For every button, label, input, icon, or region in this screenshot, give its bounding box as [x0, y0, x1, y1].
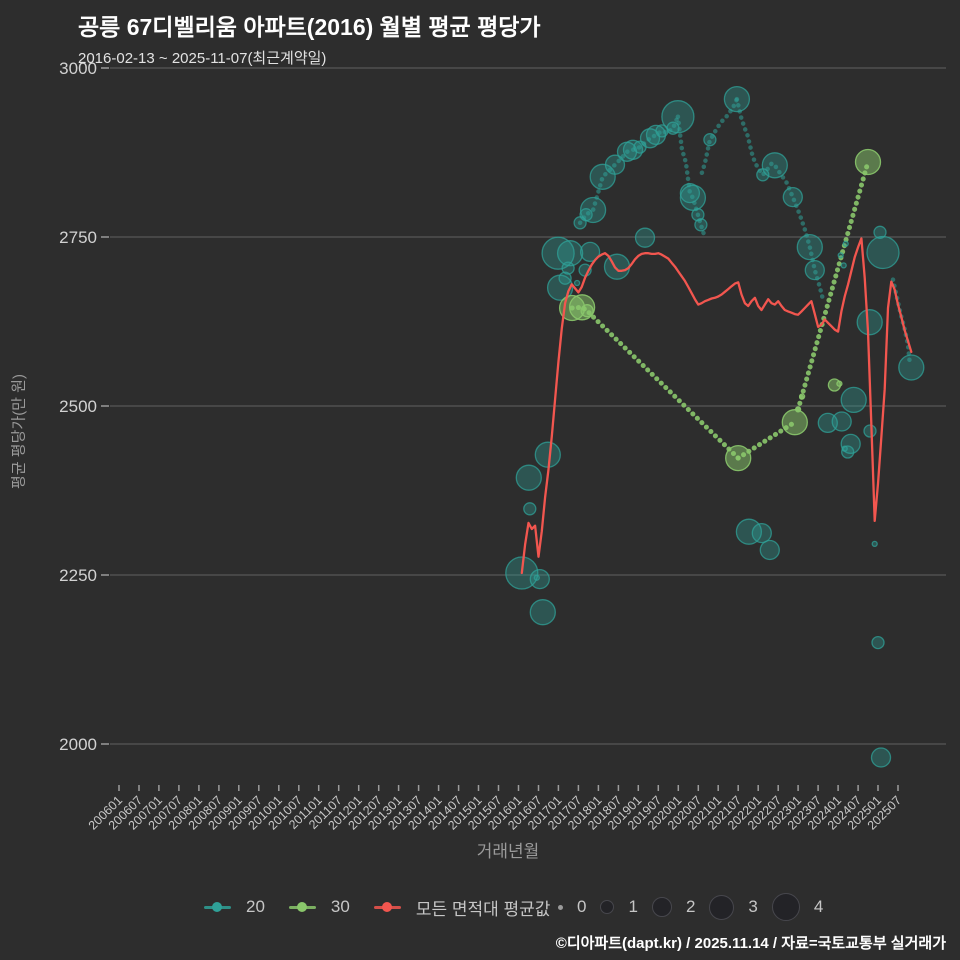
y-axis-tick-label: 2500	[59, 397, 97, 416]
size-dot-2-icon	[651, 897, 672, 917]
series-20-bubble	[603, 253, 631, 280]
legend-series-group: 20 30 모든 면적대 평균값	[204, 891, 550, 923]
series-20-bubble	[604, 154, 626, 175]
series-20-bubble	[840, 262, 847, 269]
legend-label-20: 20	[246, 897, 265, 916]
legend-marker-30-icon	[288, 902, 316, 913]
series-20-bubble	[679, 184, 707, 211]
series-20-bubble	[842, 240, 849, 247]
series-20-bubble	[661, 100, 695, 134]
size-label-0: 0	[577, 897, 587, 916]
series-20-bubble	[639, 128, 661, 149]
series-20-bubble	[523, 502, 537, 516]
series-20-bubble	[870, 747, 892, 768]
size-label-1: 1	[628, 897, 638, 916]
series-20-bubble	[556, 240, 584, 267]
legend: 20 30 모든 면적대 평균값 0 1 2	[0, 891, 960, 923]
series-20-chain	[675, 114, 707, 237]
size-legend-item: 1	[600, 897, 638, 917]
y-axis-tick-label: 2750	[59, 228, 97, 247]
series-30-chain	[795, 159, 871, 412]
footer-credit: ©디아파트(dapt.kr) / 2025.11.14 / 자료=국토교통부 실…	[555, 935, 946, 952]
size-label-2: 2	[685, 897, 696, 916]
series-30-bubble	[781, 409, 808, 436]
series-30-bubble	[836, 380, 843, 387]
y-axis-tick-label: 2000	[59, 735, 97, 754]
series-30-bubble	[725, 444, 752, 472]
size-legend-item: 3	[709, 894, 758, 920]
x-axis-title: 거래년월	[476, 842, 540, 861]
series-20-bubble	[898, 354, 925, 381]
series-20-bubble	[579, 196, 607, 224]
series-20-bubble	[759, 539, 780, 561]
size-dot-0-icon	[558, 904, 563, 910]
series-30-bubble	[798, 393, 806, 400]
series-20-bubble	[589, 163, 616, 190]
series-20-bubble	[691, 208, 705, 222]
series-20-bubble	[579, 241, 601, 263]
series-20-bubble	[645, 124, 667, 146]
legend-label-avg: 모든 면적대 평균값	[415, 899, 551, 919]
series-20-bubble	[533, 574, 540, 581]
series-20-bubble	[796, 233, 823, 261]
size-legend-item: 4	[771, 893, 824, 921]
series-20-bubble	[703, 133, 717, 147]
y-axis-tick-label: 3000	[59, 59, 97, 78]
series-20-bubble	[529, 599, 556, 626]
series-20-bubble	[837, 252, 844, 259]
series-20-bubble	[694, 218, 708, 232]
legend-item-20[interactable]: 20	[204, 897, 265, 917]
series-20-bubble	[840, 433, 861, 455]
series-20-chain	[734, 96, 826, 304]
series-20-bubble	[871, 635, 885, 650]
legend-item-avg[interactable]: 모든 면적대 평균값	[373, 895, 551, 920]
series-30-bubble	[794, 406, 802, 413]
series-20-bubble	[840, 386, 867, 414]
chart-subtitle: 2016-02-13 ~ 2025-11-07(최근계약일)	[78, 50, 327, 67]
y-axis-tick-label: 2250	[59, 566, 97, 585]
series-20-bubble	[622, 139, 644, 160]
series-20-bubble	[863, 424, 877, 438]
series-30-bubble	[580, 304, 594, 318]
legend-marker-avg-icon	[373, 902, 401, 913]
size-legend-item: 2	[651, 897, 696, 917]
title-block: 공릉 67디벨리움 아파트(2016) 월별 평균 평당가 2016-02-13…	[78, 8, 541, 68]
size-legend-item: 0	[558, 897, 586, 917]
y-axis-title: 평균 평당가(만 원)	[10, 374, 28, 489]
legend-size-group: 0 1 2 3 4	[558, 891, 823, 923]
size-dot-1-icon	[600, 900, 615, 914]
series-20-bubble	[873, 225, 887, 239]
series-20-bubble	[634, 227, 656, 248]
size-dot-3-icon	[709, 894, 735, 920]
series-20-bubble	[866, 235, 900, 270]
series-30-bubble	[854, 148, 882, 176]
series-20-bubble	[534, 441, 561, 468]
series-20-bubble	[558, 271, 572, 285]
size-dot-4-icon	[771, 893, 800, 921]
size-label-4: 4	[813, 897, 824, 916]
legend-item-30[interactable]: 30	[288, 897, 350, 917]
series-20-bubble	[841, 445, 855, 459]
series-20-bubble	[782, 186, 803, 208]
series-20-bubble	[529, 568, 550, 590]
series-avg-line	[520, 237, 913, 575]
series-20-bubble	[831, 411, 852, 432]
series-20-bubble	[804, 259, 825, 281]
series-20-bubble	[751, 522, 772, 544]
size-label-3: 3	[748, 897, 758, 916]
series-20-bubble	[723, 85, 751, 113]
legend-label-30: 30	[330, 897, 350, 916]
series-20-bubble	[871, 540, 878, 548]
series-20-bubble	[573, 279, 581, 287]
series-20-bubble	[515, 464, 542, 491]
series-20-bubble	[761, 152, 788, 179]
series-20-bubble	[856, 309, 883, 336]
series-30-chain	[569, 304, 741, 461]
legend-marker-20-icon	[204, 902, 231, 913]
chart-title: 공릉 67디벨리움 아파트(2016) 월별 평균 평당가	[78, 14, 541, 40]
